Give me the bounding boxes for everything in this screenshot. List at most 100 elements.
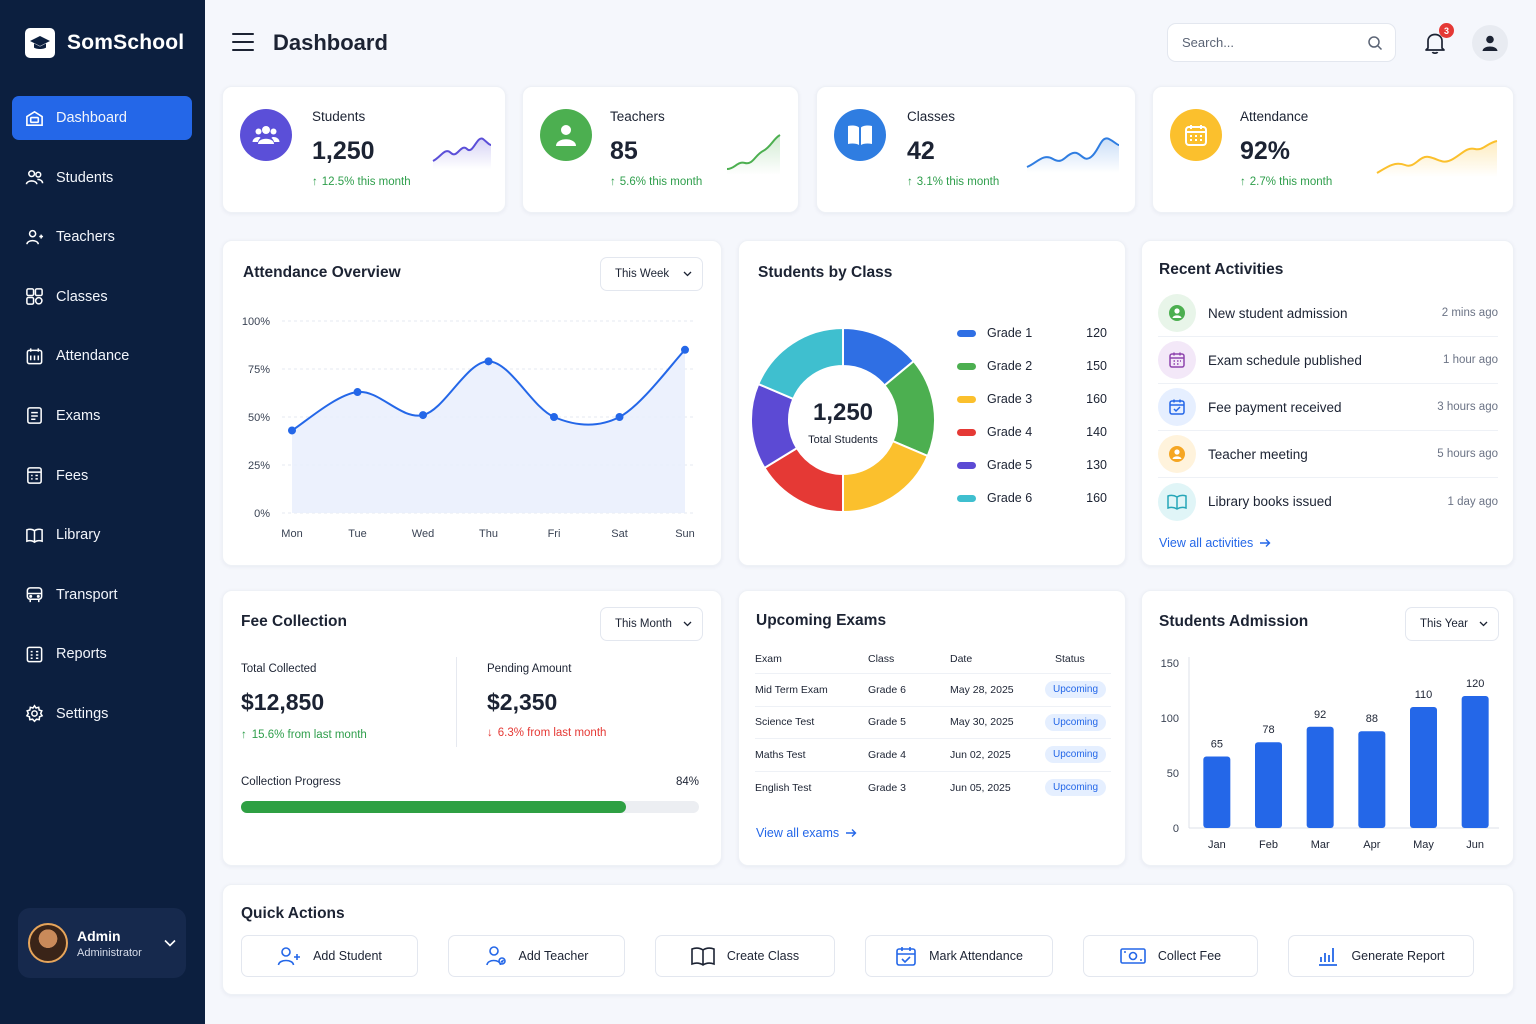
y-tick-label: 25%	[248, 460, 270, 472]
total-collected-label: Total Collected	[241, 663, 317, 675]
column-header: Exam	[755, 647, 868, 674]
money-icon	[1120, 948, 1146, 964]
table-row[interactable]: Mid Term Exam Grade 6 May 28, 2025 Upcom…	[755, 673, 1111, 707]
sidebar-item-label: Fees	[56, 467, 89, 484]
search-input[interactable]	[1182, 35, 1367, 50]
book-icon	[834, 109, 886, 161]
sidebar-item-settings[interactable]: Settings	[12, 692, 192, 736]
add-teacher-button[interactable]: Add Teacher	[448, 935, 625, 977]
chevron-down-icon[interactable]	[164, 939, 176, 947]
attendance-period-select[interactable]: This Week	[600, 257, 703, 291]
chevron-down-icon	[683, 621, 692, 627]
legend-swatch	[957, 494, 976, 502]
stat-value: 85	[610, 137, 638, 165]
activity-text: Exam schedule published	[1208, 352, 1362, 368]
button-label: Mark Attendance	[929, 949, 1023, 963]
exam-date: Jun 05, 2025	[950, 781, 1011, 794]
view-all-activities-link[interactable]: View all activities	[1159, 536, 1271, 550]
user-profile-card[interactable]: Admin Administrator	[18, 908, 186, 978]
progress-fill	[241, 801, 626, 813]
sparkline	[1376, 140, 1498, 177]
activity-item[interactable]: Teacher meeting 5 hours ago	[1158, 431, 1498, 478]
stat-card-attendance[interactable]: Attendance 92% ↑ 2.7% this month	[1152, 86, 1514, 213]
data-label: 92	[1314, 709, 1326, 721]
profile-button[interactable]	[1472, 25, 1508, 61]
data-point	[615, 413, 624, 421]
dashboard-icon	[26, 110, 43, 126]
students-by-class-card: Students by Class 1,250 Total Students G…	[738, 240, 1126, 566]
sidebar-item-exams[interactable]: Exams	[12, 394, 192, 438]
sidebar-item-teachers[interactable]: Teachers	[12, 215, 192, 259]
search-box[interactable]	[1167, 23, 1396, 62]
add-student-button[interactable]: Add Student	[241, 935, 418, 977]
sidebar-item-label: Settings	[56, 705, 109, 722]
sidebar-item-fees[interactable]: Fees	[12, 454, 192, 498]
y-tick-label: 0%	[254, 508, 270, 520]
admission-period-select[interactable]: This Year	[1405, 607, 1499, 641]
arrow-right-icon	[1260, 539, 1271, 547]
sidebar-item-library[interactable]: Library	[12, 513, 192, 557]
data-point	[550, 413, 558, 421]
stat-card-students[interactable]: Students 1,250 ↑ 12.5% this month	[222, 86, 506, 213]
attendance-icon	[26, 348, 43, 365]
sparkline	[432, 137, 492, 169]
x-tick-label: Fri	[548, 528, 561, 540]
sidebar-item-reports[interactable]: Reports	[12, 632, 192, 676]
bell-icon[interactable]	[1422, 30, 1448, 56]
link-label: View all activities	[1159, 536, 1254, 550]
legend-value: 160	[1086, 392, 1107, 406]
table-row[interactable]: Maths Test Grade 4 Jun 02, 2025 Upcoming	[755, 738, 1111, 772]
brand[interactable]: SomSchool	[25, 28, 184, 58]
legend-item: Grade 1 120	[957, 326, 1107, 340]
legend-value: 150	[1086, 359, 1107, 373]
pending-amount-change: ↓ 6.3% from last month	[487, 727, 607, 739]
column-header: Date	[950, 647, 1045, 674]
sidebar-item-attendance[interactable]: Attendance	[12, 334, 192, 378]
activity-item[interactable]: Library books issued 1 day ago	[1158, 478, 1498, 525]
bar-chart-icon	[1319, 948, 1338, 966]
activity-item[interactable]: Exam schedule published 1 hour ago	[1158, 337, 1498, 384]
sidebar-item-dashboard[interactable]: Dashboard	[12, 96, 192, 140]
button-label: Create Class	[726, 949, 800, 963]
exam-date: May 30, 2025	[950, 706, 1045, 739]
fee-period-select[interactable]: This Month	[600, 607, 703, 641]
classes-icon	[26, 288, 43, 306]
exams-icon	[27, 407, 42, 425]
sidebar: SomSchool Dashboard Students Teachers Cl…	[0, 0, 205, 1024]
activity-time: 3 hours ago	[1437, 401, 1498, 413]
library-icon	[26, 528, 43, 543]
pie-slice	[842, 439, 929, 514]
exam-class: Grade 5	[868, 706, 950, 739]
button-label: Add Teacher	[518, 949, 589, 963]
view-all-exams-link[interactable]: View all exams	[756, 826, 857, 840]
card-title: Students by Class	[758, 264, 893, 281]
sidebar-item-transport[interactable]: Transport	[12, 573, 192, 617]
activity-item[interactable]: New student admission 2 mins ago	[1158, 290, 1498, 337]
create-class-button[interactable]: Create Class	[655, 935, 835, 977]
activity-item[interactable]: Fee payment received 3 hours ago	[1158, 384, 1498, 431]
upcoming-exams-card: Upcoming Exams Exam Class Date Status Mi…	[738, 590, 1126, 866]
table-row[interactable]: English Test Grade 3 Jun 05, 2025 Upcomi…	[755, 771, 1111, 804]
x-tick-label: Thu	[479, 528, 498, 540]
collect-fee-button[interactable]: Collect Fee	[1083, 935, 1258, 977]
exam-class: Grade 6	[868, 673, 950, 707]
data-point	[353, 388, 362, 397]
menu-toggle-button[interactable]	[232, 33, 254, 51]
table-row[interactable]: Science Test Grade 5 May 30, 2025 Upcomi…	[755, 706, 1111, 739]
search-icon[interactable]	[1367, 35, 1383, 51]
mark-attendance-button[interactable]: Mark Attendance	[865, 935, 1053, 977]
arrow-up-icon: ↑	[1240, 176, 1246, 188]
legend-value: 160	[1086, 491, 1107, 505]
bar	[1461, 696, 1489, 828]
sidebar-item-students[interactable]: Students	[12, 156, 192, 200]
stat-card-classes[interactable]: Classes 42 ↑ 3.1% this month	[816, 86, 1136, 213]
pending-amount-value: $2,350	[487, 689, 558, 715]
total-collected-value: $12,850	[241, 689, 325, 715]
legend-item: Grade 3 160	[957, 392, 1107, 406]
legend-label: Grade 2	[987, 359, 1033, 373]
sidebar-item-classes[interactable]: Classes	[12, 275, 192, 319]
user-icon	[1158, 435, 1196, 473]
stat-card-teachers[interactable]: Teachers 85 ↑ 5.6% this month	[522, 86, 799, 213]
generate-report-button[interactable]: Generate Report	[1288, 935, 1474, 977]
card-title: Recent Activities	[1159, 261, 1284, 278]
